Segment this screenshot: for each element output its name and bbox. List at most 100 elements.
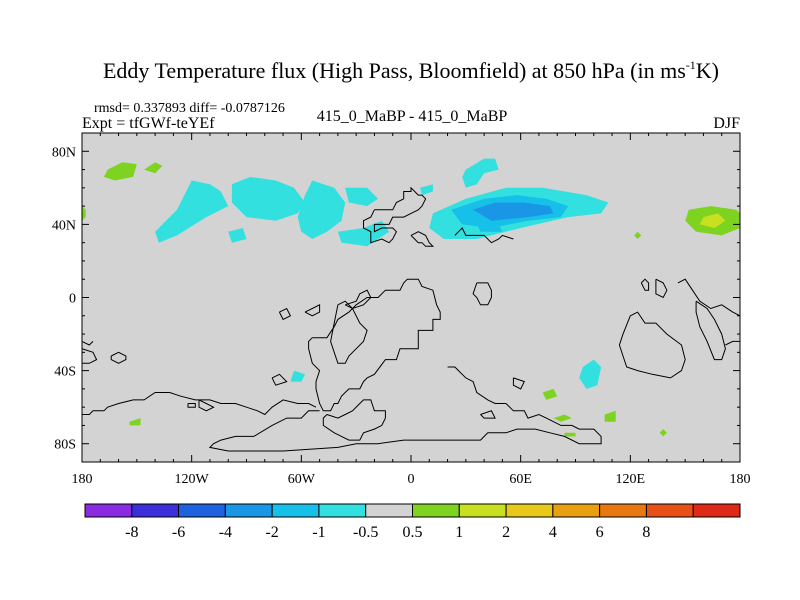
coastline-7 <box>198 399 215 412</box>
x-tick-label-4: 60E <box>509 472 532 487</box>
stats-line: rmsd= 0.337893 diff= -0.0787126 <box>94 101 285 116</box>
coastline-0 <box>308 278 441 412</box>
colorbar-label-11: 8 <box>642 524 650 541</box>
x-axis: 180 120W 60W 0 60E 120E 180 <box>72 133 751 487</box>
contour-region-21 <box>129 418 141 426</box>
x-tick-label-1: 120W <box>175 472 210 487</box>
coastline-19 <box>640 278 650 291</box>
y-axis: 80N 40N 0 40S 80S <box>52 132 740 463</box>
x-tick-label-0: 180 <box>72 472 93 487</box>
colorbar-swatch-7 <box>412 503 460 518</box>
y-tick-label-0: 80N <box>52 145 76 160</box>
colorbar-swatch-13 <box>692 503 741 518</box>
colorbar-label-6: 0.5 <box>403 524 423 541</box>
contour-region-12 <box>420 184 433 196</box>
y-tick-label-4: 80S <box>54 438 76 453</box>
colorbar-label-10: 6 <box>596 524 604 541</box>
contour-region-19 <box>542 388 558 400</box>
colorbar-swatch-1 <box>131 503 180 518</box>
contour-region-0 <box>103 162 137 181</box>
contour-layer <box>82 158 740 437</box>
coastline-9 <box>271 373 288 386</box>
colorbar-label-0: -8 <box>125 524 138 541</box>
colorbar-label-4: -1 <box>312 524 325 541</box>
experiment-label: Expt = tfGWf-teYEf <box>82 115 215 132</box>
contour-region-23 <box>564 432 576 437</box>
contour-region-4 <box>699 213 726 228</box>
contour-region-24 <box>659 429 667 437</box>
colorbar-label-5: -0.5 <box>353 524 378 541</box>
x-tick-label-2: 60W <box>288 472 316 487</box>
colorbar-label-9: 4 <box>549 524 557 541</box>
coastline-23 <box>725 340 740 346</box>
contour-region-6 <box>231 176 305 221</box>
coastline-11 <box>480 410 496 419</box>
contour-region-14 <box>579 359 602 389</box>
y-tick-label-1: 40N <box>52 218 76 233</box>
coastline-17 <box>278 307 292 321</box>
season-label: DJF <box>713 115 740 132</box>
contour-region-15 <box>290 370 305 382</box>
coastline-15 <box>344 289 372 310</box>
case-label: 415_0_MaBP - 415_0_MaBP <box>317 108 508 125</box>
contour-region-1 <box>144 162 163 174</box>
colorbar-swatch-2 <box>178 503 226 518</box>
x-tick-label-5: 120E <box>616 472 646 487</box>
contour-region-25 <box>634 231 642 239</box>
coastline-5 <box>110 351 127 364</box>
colorbar-swatch-9 <box>505 503 554 518</box>
coastline-6 <box>82 348 98 364</box>
contour-region-13 <box>462 158 499 188</box>
contour-region-10 <box>228 228 247 243</box>
colorbar-swatch-6 <box>365 503 413 518</box>
contour-region-7 <box>297 180 346 239</box>
coastline-1 <box>322 399 386 441</box>
colorbar-swatch-11 <box>599 503 647 518</box>
colorbar-label-3: -2 <box>265 524 278 541</box>
colorbar-label-7: 1 <box>455 524 463 541</box>
colorbar-label-2: -4 <box>219 524 232 541</box>
coastline-24 <box>82 340 94 346</box>
chart-title: Eddy Temperature flux (High Pass, Bloomf… <box>103 58 719 83</box>
y-tick-label-2: 0 <box>69 292 76 307</box>
chart-title-main: Eddy Temperature flux (High Pass, Bloomf… <box>103 58 686 83</box>
coastline-25 <box>472 282 492 306</box>
coastline-16 <box>304 303 321 317</box>
coastline-2 <box>208 366 602 452</box>
contour-region-2 <box>82 206 86 221</box>
chart-title-superscript: -1 <box>686 58 696 72</box>
colorbar-label-8: 2 <box>502 524 510 541</box>
coastline-8 <box>187 403 196 408</box>
colorbar-label-1: -6 <box>172 524 185 541</box>
chart-title-suffix: K) <box>696 58 719 83</box>
coastline-10 <box>512 377 526 390</box>
coastline-14 <box>454 227 514 244</box>
coastline-4 <box>82 392 317 416</box>
colorbar-swatch-10 <box>552 503 601 518</box>
colorbar: -8 -6 -4 -2 -1 -0.5 0.5 1 2 4 6 8 <box>84 503 741 541</box>
coastline-18 <box>618 311 686 379</box>
coastline-12 <box>363 186 427 244</box>
coastline-13 <box>410 231 435 247</box>
contour-region-5 <box>155 180 229 243</box>
contour-region-9 <box>337 220 390 247</box>
contour-region-22 <box>553 414 572 422</box>
contour-region-8 <box>345 187 379 207</box>
colorbar-swatch-3 <box>224 503 273 518</box>
contour-region-17 <box>476 224 503 232</box>
coastline-3 <box>330 300 368 364</box>
y-tick-label-3: 40S <box>54 365 76 380</box>
coastline-22 <box>695 300 726 361</box>
x-tick-label-3: 0 <box>408 472 415 487</box>
coastline-20 <box>655 278 668 299</box>
colorbar-swatch-4 <box>271 503 320 518</box>
coastline-21 <box>677 278 740 317</box>
colorbar-swatch-8 <box>458 503 507 518</box>
colorbar-swatch-0 <box>84 503 133 518</box>
x-tick-label-6: 180 <box>730 472 751 487</box>
plot-background <box>82 133 740 462</box>
colorbar-swatch-5 <box>318 503 367 518</box>
contour-region-18 <box>473 202 554 221</box>
coastline-layer <box>82 186 740 452</box>
